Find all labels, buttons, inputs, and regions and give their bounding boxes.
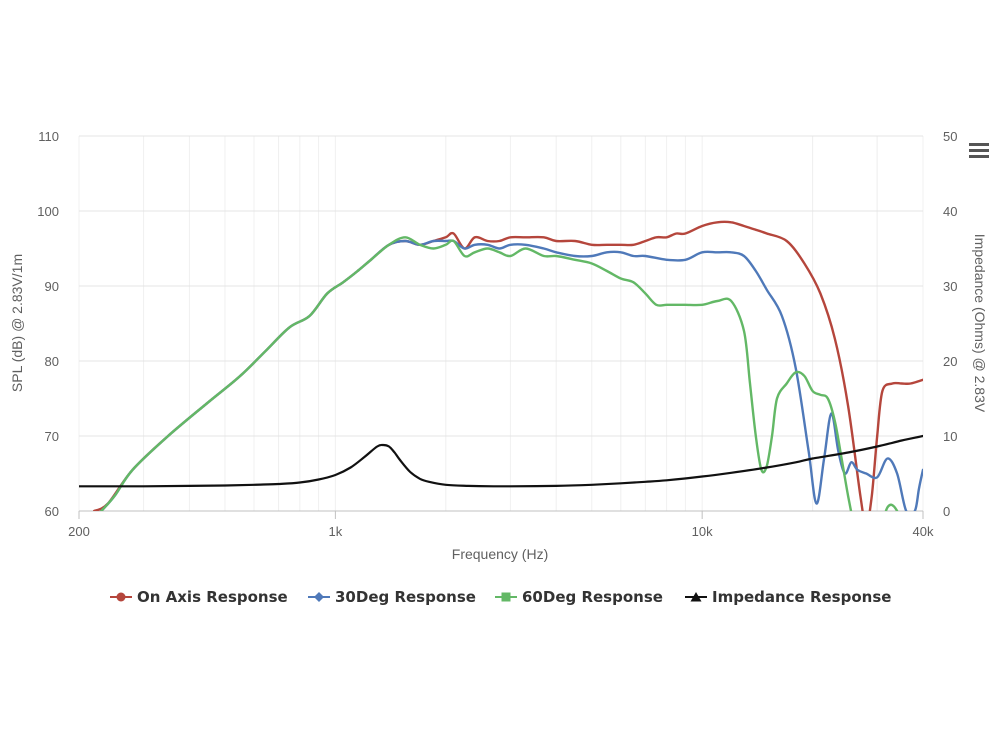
legend-item-1[interactable]: 30Deg Response [308,588,476,606]
x-tick-label: 200 [68,524,90,539]
series-line-3 [79,434,923,488]
legend-marker-icon [116,592,126,602]
legend-item-3[interactable]: Impedance Response [685,588,891,606]
legend-item-0[interactable]: On Axis Response [110,588,288,606]
legend-marker-icon [690,592,702,602]
y2-tick-label: 30 [943,279,957,294]
legend-label: 30Deg Response [335,588,476,606]
legend: On Axis Response 30Deg Response 60Deg Resp… [110,588,891,606]
data-series [79,220,923,511]
y-tick-label: 100 [37,204,59,219]
y-tick-label: 90 [45,279,59,294]
legend-label: Impedance Response [712,588,891,606]
x-tick-label: 40k [913,524,934,539]
axes: 200 1k 10k 40k 60 70 80 90 100 110 0 10 20 30 40 50 [37,129,957,539]
y2-tick-label: 40 [943,204,957,219]
y2-tick-label: 10 [943,429,957,444]
y-tick-label: 60 [45,504,59,519]
y2-tick-label: 20 [943,354,957,369]
series-line-2 [100,236,899,511]
legend-label: 60Deg Response [522,588,663,606]
y2-tick-label: 0 [943,504,950,519]
x-axis-title: Frequency (Hz) [452,546,548,562]
y-axis-title: SPL (dB) @ 2.83V/1m [9,254,25,392]
x-tick-label: 10k [692,524,713,539]
y-tick-label: 80 [45,354,59,369]
legend-marker-icon [501,592,511,602]
y-tick-label: 70 [45,429,59,444]
legend-label: On Axis Response [137,588,288,606]
y2-tick-label: 50 [943,129,957,144]
y-tick-label: 110 [38,129,59,144]
x-tick-label: 1k [329,524,343,539]
legend-item-2[interactable]: 60Deg Response [495,588,663,606]
legend-marker-icon [314,592,324,602]
hamburger-menu-icon[interactable] [966,139,992,163]
y2-axis-title: Impedance (Ohms) @ 2.83V [972,234,988,413]
